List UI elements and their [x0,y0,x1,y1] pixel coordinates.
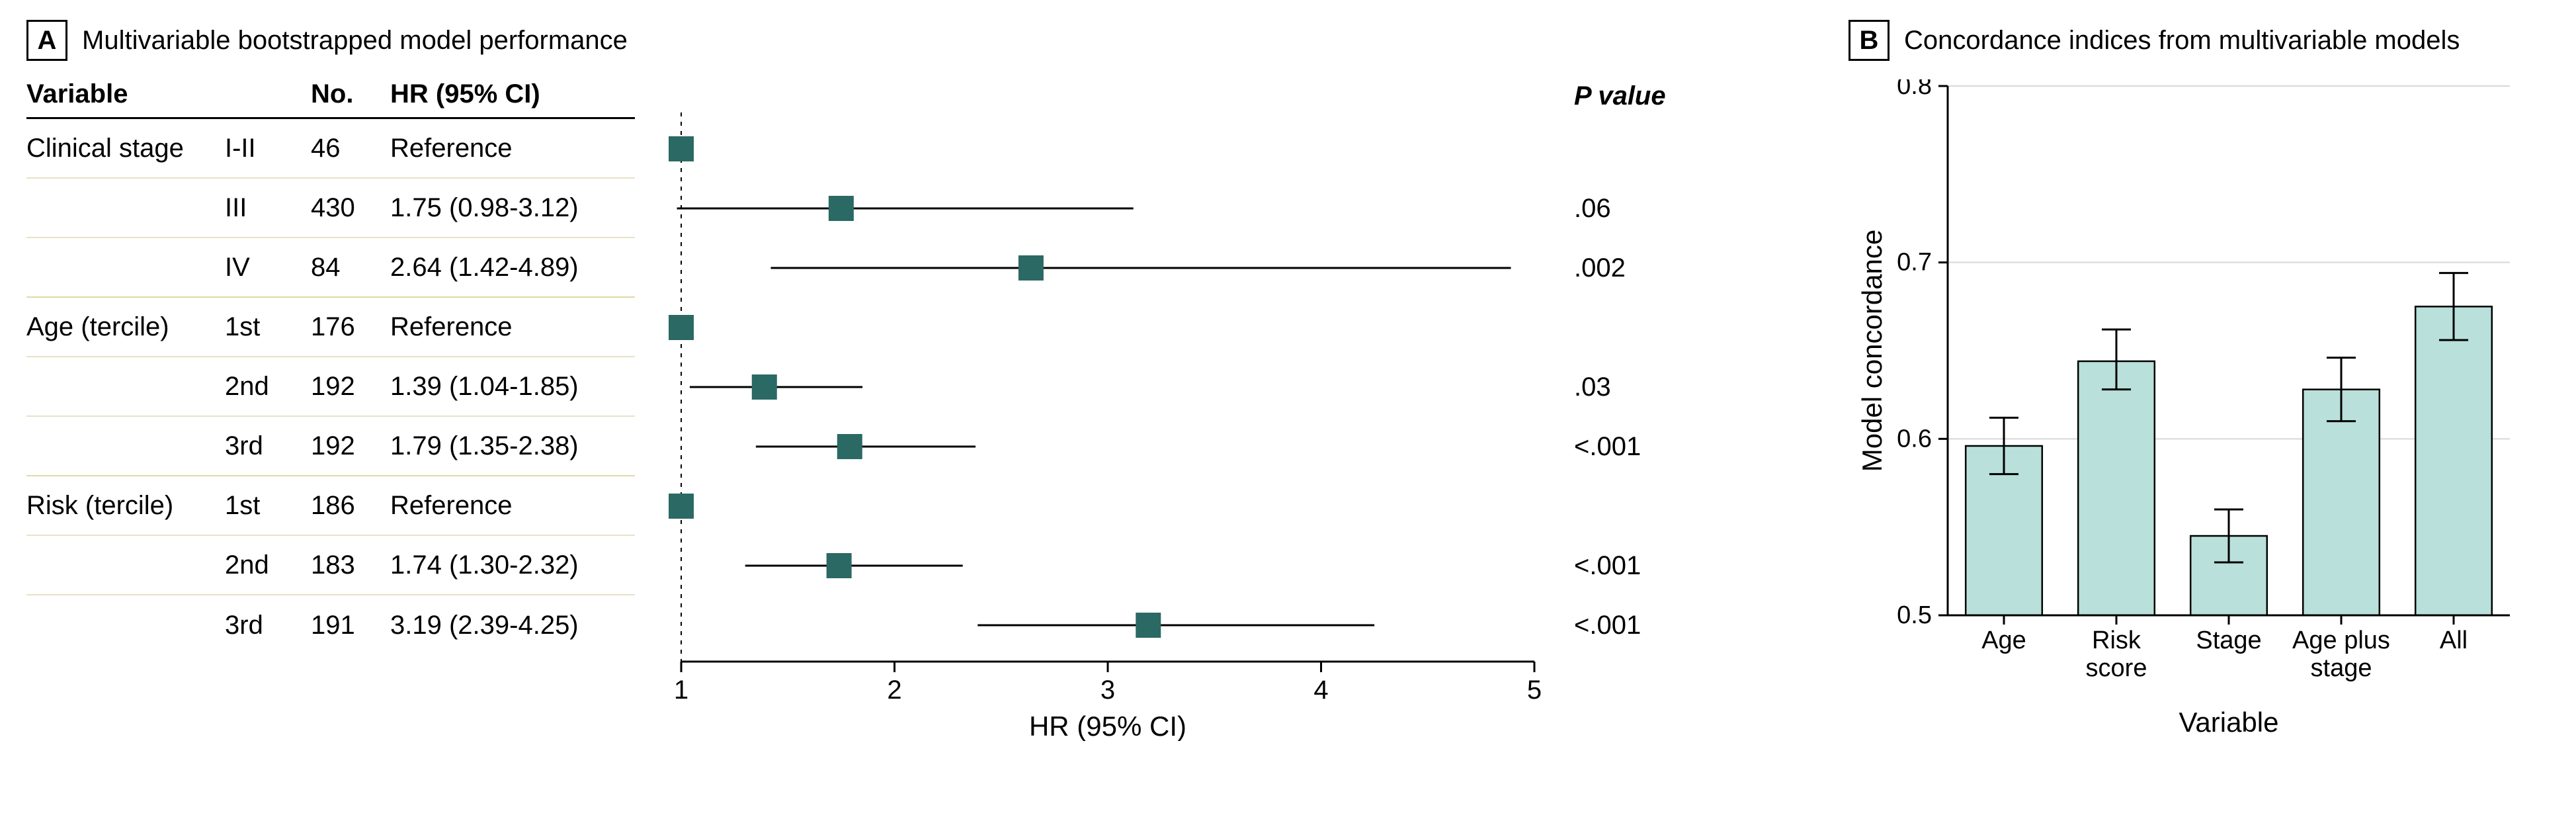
concordance-bar-chart: 0.5 0.6 0.7 0.8 Age Riskscore Stage Age plussta… [1849,79,2523,748]
table-row: Age (tercile)1st176Reference [26,298,635,357]
hr-text: 1.74 (1.30-2.32) [390,550,635,580]
pvalue: .03 [1574,357,1666,417]
pvalue: .06 [1574,179,1666,238]
variable-name: Age (tercile) [26,312,225,342]
forest-plot: 1 2 3 4 5 HR (95% CI) [655,79,1548,741]
svg-text:Risk: Risk [2092,627,2141,654]
variable-name: Clinical stage [26,134,225,163]
table-row: 3rd1913.19 (2.39-4.25) [26,595,635,655]
level: III [225,193,311,223]
svg-text:Model concordance: Model concordance [1856,230,1888,472]
forest-table-header: Variable No. HR (95% CI) [26,79,635,119]
svg-text:stage: stage [2311,654,2372,682]
variable-name: Risk (tercile) [26,491,225,521]
hr-text: Reference [390,312,635,342]
svg-text:HR (95% CI): HR (95% CI) [1029,711,1186,741]
table-row: 2nd1921.39 (1.04-1.85) [26,357,635,417]
svg-text:score: score [2086,654,2147,682]
panel-a-header: A Multivariable bootstrapped model perfo… [26,20,1666,61]
hr-text: 3.19 (2.39-4.25) [390,611,635,640]
svg-text:Stage: Stage [2196,627,2261,654]
pvalue: <.001 [1574,536,1666,595]
n: 191 [311,611,390,640]
n: 46 [311,134,390,163]
hr-text: 1.75 (0.98-3.12) [390,193,635,223]
col-no: No. [311,79,390,109]
pvalue: <.001 [1574,595,1666,655]
n: 183 [311,550,390,580]
svg-text:Variable: Variable [2179,707,2279,738]
svg-text:0.7: 0.7 [1897,249,1932,277]
panel-a: A Multivariable bootstrapped model perfo… [26,20,1666,741]
panel-b-header: B Concordance indices from multivariable… [1849,20,2523,61]
svg-text:Age plus: Age plus [2292,627,2390,654]
level: 3rd [225,611,311,640]
forest-plot-svg: 1 2 3 4 5 HR (95% CI) [655,79,1548,741]
level: 2nd [225,550,311,580]
hr-text: 2.64 (1.42-4.89) [390,253,635,283]
panel-a-title: Multivariable bootstrapped model perform… [82,26,628,56]
n: 176 [311,312,390,342]
hr-text: 1.79 (1.35-2.38) [390,431,635,461]
svg-text:4: 4 [1313,675,1328,705]
panel-a-letter: A [26,20,67,61]
level: 3rd [225,431,311,461]
n: 192 [311,372,390,402]
svg-text:Age: Age [1981,627,2026,654]
pvalue-header: P value [1574,79,1666,119]
pvalue [1574,476,1666,536]
n: 430 [311,193,390,223]
panel-b-letter: B [1849,20,1890,61]
level: 1st [225,312,311,342]
table-row: III4301.75 (0.98-3.12) [26,179,635,238]
hr-text: 1.39 (1.04-1.85) [390,372,635,402]
svg-text:0.6: 0.6 [1897,425,1932,453]
hr-text: Reference [390,491,635,521]
pvalue: .002 [1574,238,1666,298]
col-variable: Variable [26,79,225,109]
svg-text:2: 2 [887,675,901,705]
n: 186 [311,491,390,521]
svg-text:3: 3 [1101,675,1115,705]
pvalue [1574,298,1666,357]
table-row: 2nd1831.74 (1.30-2.32) [26,536,635,595]
table-row: IV842.64 (1.42-4.89) [26,238,635,298]
svg-text:0.8: 0.8 [1897,79,1932,100]
panel-b: B Concordance indices from multivariable… [1849,20,2523,748]
hr-text: Reference [390,134,635,163]
svg-text:1: 1 [674,675,688,705]
panel-b-title: Concordance indices from multivariable m… [1904,26,2460,56]
svg-text:0.5: 0.5 [1897,601,1932,629]
level: 1st [225,491,311,521]
n: 192 [311,431,390,461]
level: IV [225,253,311,283]
table-row: Risk (tercile)1st186Reference [26,476,635,536]
table-row: 3rd1921.79 (1.35-2.38) [26,417,635,476]
n: 84 [311,253,390,283]
svg-text:All: All [2440,627,2468,654]
table-row: Clinical stageI-II46Reference [26,119,635,179]
svg-text:5: 5 [1527,675,1542,705]
forest-table: Variable No. HR (95% CI) Clinical stageI… [26,79,635,655]
pvalue [1574,119,1666,179]
pvalue: <.001 [1574,417,1666,476]
col-hr: HR (95% CI) [390,79,635,109]
pvalue-column: P value .06.002.03<.001<.001<.001 [1574,79,1666,655]
level: I-II [225,134,311,163]
level: 2nd [225,372,311,402]
